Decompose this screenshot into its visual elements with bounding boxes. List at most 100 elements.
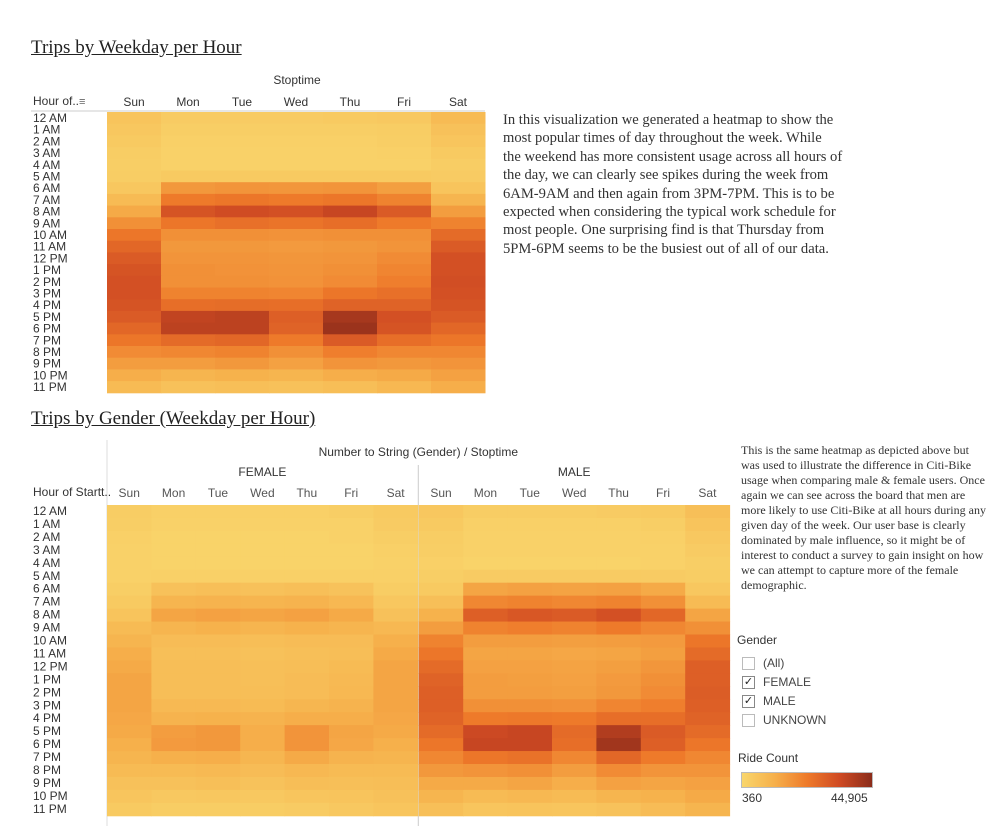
heatmap-cell[interactable] xyxy=(552,569,597,584)
heatmap-cell[interactable] xyxy=(284,660,330,674)
heatmap-cell[interactable] xyxy=(240,751,286,765)
heatmap-cell[interactable] xyxy=(161,252,216,265)
heatmap-cell[interactable] xyxy=(215,182,270,195)
heatmap-cell[interactable] xyxy=(161,217,216,230)
heatmap-cell[interactable] xyxy=(195,608,241,623)
heatmap-cell[interactable] xyxy=(377,287,432,300)
heatmap-cell[interactable] xyxy=(107,170,162,183)
heatmap-cell[interactable] xyxy=(418,582,464,597)
heatmap-cell[interactable] xyxy=(323,310,378,324)
heatmap-cell[interactable] xyxy=(161,287,216,300)
heatmap-cell[interactable] xyxy=(463,595,509,610)
heatmap-cell[interactable] xyxy=(552,505,597,519)
heatmap-cell[interactable] xyxy=(161,240,216,253)
heatmap-cell[interactable] xyxy=(323,357,378,370)
heatmap-cell[interactable] xyxy=(284,712,330,726)
heatmap-cell[interactable] xyxy=(377,147,432,160)
heatmap-cell[interactable] xyxy=(151,543,197,558)
heatmap-cell[interactable] xyxy=(284,582,330,597)
heatmap-cell[interactable] xyxy=(552,660,597,674)
heatmap-cell[interactable] xyxy=(418,595,464,610)
heatmap-cell[interactable] xyxy=(507,712,553,726)
heatmap-cell[interactable] xyxy=(215,381,270,394)
heatmap-cell[interactable] xyxy=(463,738,509,752)
heatmap-cell[interactable] xyxy=(240,608,286,623)
heatmap-gender-weekday-hour[interactable]: Number to String (Gender) / Stoptime Hour… xyxy=(0,440,735,826)
heatmap-cell[interactable] xyxy=(507,517,553,532)
heatmap-cell[interactable] xyxy=(640,764,686,778)
heatmap-cell[interactable] xyxy=(329,699,374,713)
heatmap-cell[interactable] xyxy=(507,595,553,610)
heatmap-cell[interactable] xyxy=(151,582,197,597)
heatmap-cell[interactable] xyxy=(240,712,286,726)
heatmap-cell[interactable] xyxy=(685,569,731,584)
gender-option[interactable]: ✓ MALE xyxy=(742,694,796,708)
heatmap-cell[interactable] xyxy=(269,205,324,218)
heatmap-cell[interactable] xyxy=(323,346,378,359)
heatmap-cell[interactable] xyxy=(329,517,374,532)
heatmap-cell[interactable] xyxy=(685,764,731,778)
heatmap-cell[interactable] xyxy=(329,569,374,584)
heatmap-cell[interactable] xyxy=(195,673,241,687)
heatmap-cell[interactable] xyxy=(323,135,378,148)
heatmap-cell[interactable] xyxy=(240,725,286,739)
heatmap-cell[interactable] xyxy=(463,776,509,791)
heatmap-cell[interactable] xyxy=(329,789,374,804)
heatmap-cell[interactable] xyxy=(107,530,152,545)
heatmap-cell[interactable] xyxy=(377,135,432,148)
heatmap-cell[interactable] xyxy=(377,264,432,277)
heatmap-cell[interactable] xyxy=(107,712,152,726)
heatmap-cell[interactable] xyxy=(418,543,464,558)
heatmap-cell[interactable] xyxy=(507,699,553,713)
heatmap-cell[interactable] xyxy=(431,147,486,160)
heatmap-cell[interactable] xyxy=(284,505,330,519)
heatmap-cell[interactable] xyxy=(107,556,152,571)
heatmap-cell[interactable] xyxy=(463,569,509,584)
heatmap-cell[interactable] xyxy=(107,217,162,230)
heatmap-cell[interactable] xyxy=(151,802,197,817)
heatmap-cell[interactable] xyxy=(195,699,241,713)
heatmap-cell[interactable] xyxy=(151,712,197,726)
heatmap-cell[interactable] xyxy=(240,569,286,584)
heatmap-cell[interactable] xyxy=(463,725,509,739)
heatmap-cell[interactable] xyxy=(161,147,216,160)
heatmap-cell[interactable] xyxy=(373,789,419,804)
heatmap-cell[interactable] xyxy=(685,517,731,532)
heatmap-cell[interactable] xyxy=(151,776,197,791)
heatmap-cell[interactable] xyxy=(329,634,374,648)
heatmap-cell[interactable] xyxy=(269,123,324,136)
heatmap-cell[interactable] xyxy=(323,112,378,125)
heatmap-cell[interactable] xyxy=(195,660,241,674)
heatmap-cell[interactable] xyxy=(323,287,378,300)
heatmap-cell[interactable] xyxy=(552,556,597,571)
heatmap-cell[interactable] xyxy=(431,381,486,394)
heatmap-cell[interactable] xyxy=(107,240,162,253)
heatmap-cell[interactable] xyxy=(685,738,731,752)
heatmap-cell[interactable] xyxy=(161,112,216,125)
heatmap-cell[interactable] xyxy=(284,608,330,623)
heatmap-cell[interactable] xyxy=(552,776,597,791)
heatmap-cell[interactable] xyxy=(640,712,686,726)
heatmap-cell[interactable] xyxy=(418,776,464,791)
heatmap-cell[interactable] xyxy=(640,621,686,635)
heatmap-cell[interactable] xyxy=(195,530,241,545)
heatmap-cell[interactable] xyxy=(552,686,597,700)
heatmap-cell[interactable] xyxy=(195,789,241,804)
heatmap-cell[interactable] xyxy=(685,543,731,558)
heatmap-cell[interactable] xyxy=(195,569,241,584)
heatmap-cell[interactable] xyxy=(161,158,216,171)
heatmap-cell[interactable] xyxy=(269,381,324,394)
checkbox-checked-icon[interactable]: ✓ xyxy=(742,675,755,689)
heatmap-cell[interactable] xyxy=(507,673,553,687)
heatmap-cell[interactable] xyxy=(195,595,241,610)
heatmap-cell[interactable] xyxy=(596,686,642,700)
heatmap-cell[interactable] xyxy=(329,621,374,635)
heatmap-cell[interactable] xyxy=(269,147,324,160)
heatmap-cell[interactable] xyxy=(507,582,553,597)
heatmap-cell[interactable] xyxy=(640,738,686,752)
heatmap-cell[interactable] xyxy=(107,229,162,242)
heatmap-cell[interactable] xyxy=(323,369,378,382)
heatmap-cell[interactable] xyxy=(240,543,286,558)
heatmap-cell[interactable] xyxy=(215,299,270,312)
heatmap-cell[interactable] xyxy=(323,158,378,171)
